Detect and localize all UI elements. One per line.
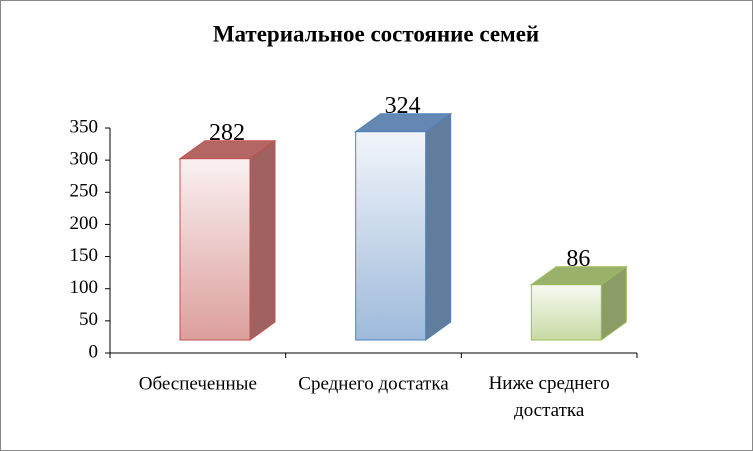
bar	[354, 112, 453, 341]
y-tick-label: 150	[70, 245, 99, 266]
y-tick-label: 300	[70, 149, 99, 170]
y-tick-label: 250	[70, 181, 99, 202]
x-tick-label: Обеспеченные	[139, 373, 257, 394]
bar	[529, 265, 628, 341]
bar-front	[179, 158, 251, 341]
y-tick-label: 50	[79, 309, 98, 330]
y-tick-label: 0	[89, 341, 99, 362]
x-tick-label: Среднего достатка	[298, 373, 449, 394]
y-tick-label: 200	[70, 213, 99, 234]
chart-title: Материальное состояние семей	[213, 21, 539, 46]
bar-front	[355, 131, 427, 341]
bar-front	[530, 284, 602, 341]
y-tick-label: 100	[70, 277, 99, 298]
value-label: 282	[209, 120, 245, 146]
y-tick-label: 350	[70, 116, 99, 137]
bar	[178, 139, 277, 341]
x-tick-label: Ниже среднего достатка	[489, 373, 610, 421]
value-label: 86	[566, 246, 590, 272]
value-label: 324	[385, 93, 421, 119]
bar-side	[425, 112, 452, 341]
bar-side	[249, 139, 276, 341]
